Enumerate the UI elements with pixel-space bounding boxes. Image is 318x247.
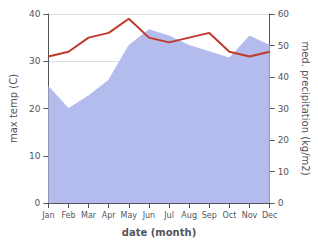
svg-text:Dec: Dec [262,211,277,220]
svg-text:date (month): date (month) [122,227,196,238]
svg-text:10: 10 [278,167,290,177]
svg-text:May: May [121,211,138,220]
svg-text:0: 0 [278,198,284,208]
svg-text:20: 20 [278,135,290,145]
svg-text:Feb: Feb [61,211,75,220]
svg-text:Jun: Jun [142,211,156,220]
svg-text:40: 40 [29,9,41,19]
svg-text:40: 40 [278,72,290,82]
svg-text:30: 30 [278,104,290,114]
svg-text:Jan: Jan [41,211,54,220]
svg-text:Sep: Sep [202,211,217,220]
svg-text:med. precipitation (kg/m2): med. precipitation (kg/m2) [300,41,311,175]
svg-text:50: 50 [278,41,290,51]
svg-text:max temp (C): max temp (C) [8,74,19,143]
svg-text:0: 0 [35,198,41,208]
svg-text:Nov: Nov [242,211,258,220]
svg-text:20: 20 [29,104,41,114]
svg-text:Mar: Mar [81,211,97,220]
svg-text:60: 60 [278,9,290,19]
svg-text:Jul: Jul [163,211,174,220]
svg-text:10: 10 [29,151,41,161]
svg-text:Aug: Aug [181,211,197,220]
svg-text:Apr: Apr [102,211,117,220]
svg-text:Oct: Oct [222,211,236,220]
svg-text:30: 30 [29,56,41,66]
